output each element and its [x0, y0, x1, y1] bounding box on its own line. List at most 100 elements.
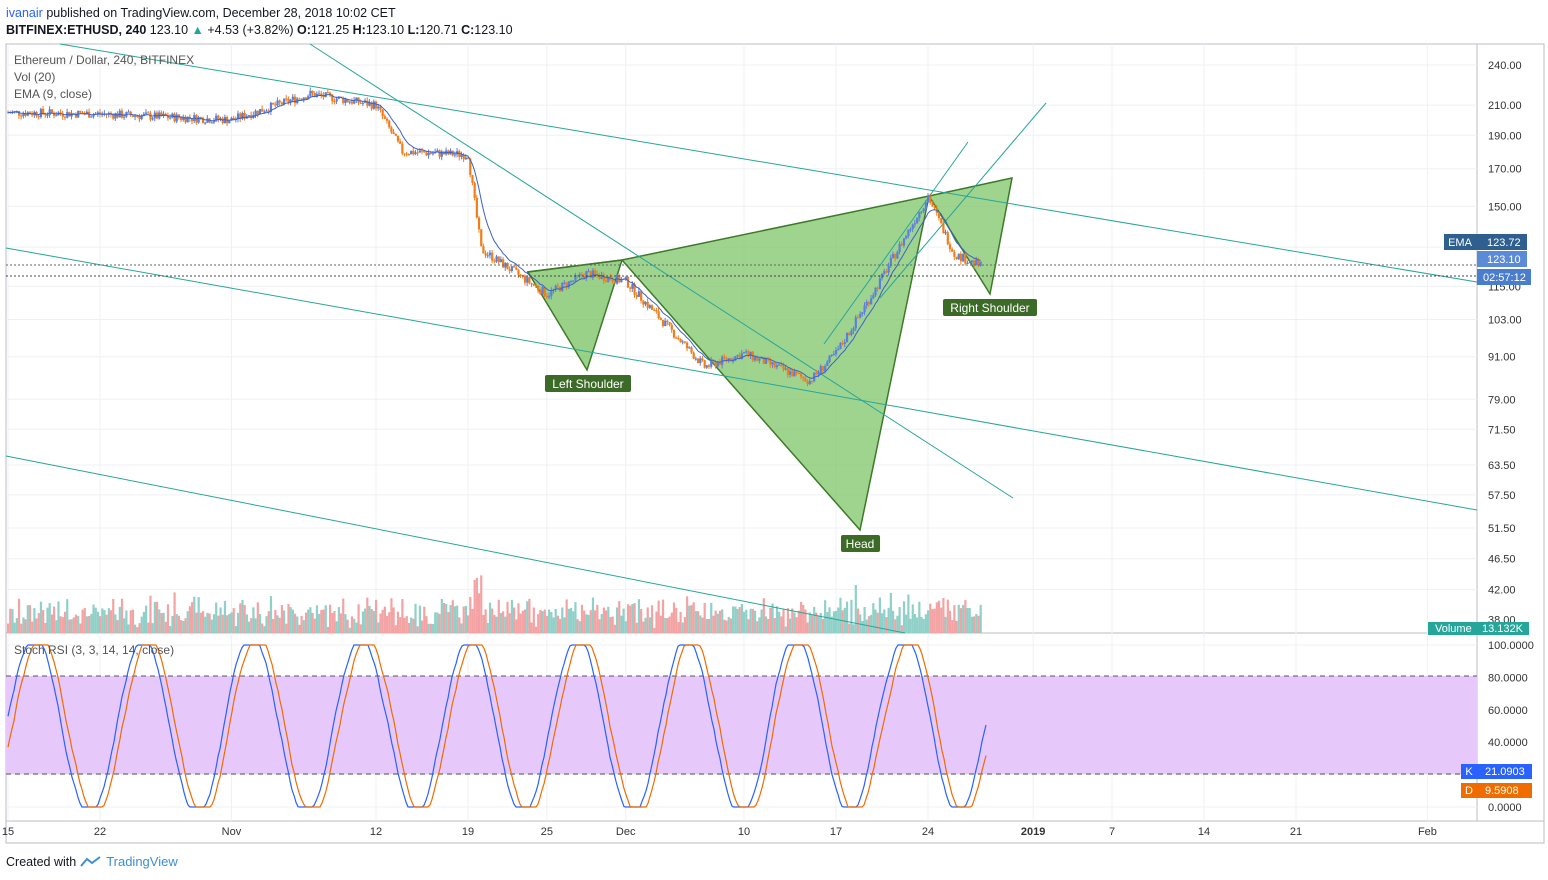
volume-bar	[272, 618, 275, 633]
rising-line-1	[823, 141, 969, 345]
volume-bar	[701, 617, 704, 633]
head-shape[interactable]	[526, 195, 930, 532]
candle-body	[410, 150, 413, 155]
candle-body	[42, 108, 45, 114]
main-legend[interactable]: Ethereum / Dollar, 240, BITFINEX	[14, 53, 195, 67]
volume-bar	[764, 616, 768, 633]
candle-body	[670, 324, 673, 330]
candle-body	[114, 113, 117, 119]
price-tick-label: 71.50	[1488, 424, 1516, 436]
high-label: H:	[352, 23, 366, 37]
volume-bar	[252, 607, 255, 633]
volume-bar	[245, 614, 248, 633]
candle-body	[694, 358, 698, 360]
stoch-band	[6, 676, 1477, 774]
candle-body	[239, 113, 242, 119]
volume-bar	[208, 613, 211, 633]
candle-body	[289, 99, 292, 103]
volume-bar	[863, 607, 866, 633]
close-label: C:	[461, 23, 475, 37]
candle-body	[729, 358, 733, 361]
volume-bar	[964, 600, 967, 633]
volume-bar	[889, 592, 892, 633]
candle-body	[740, 353, 744, 359]
volume-bar	[388, 612, 391, 633]
volume-bar	[37, 613, 40, 633]
candle-body	[74, 113, 78, 118]
candle-body	[631, 283, 634, 289]
volume-bar	[821, 618, 825, 633]
volume-bar	[771, 603, 774, 633]
candle-body	[182, 116, 185, 120]
candle-body	[482, 246, 485, 254]
price-tick-label: 57.50	[1488, 490, 1516, 502]
candle-body	[600, 274, 603, 279]
volume-bar	[114, 614, 117, 633]
candle-body	[578, 274, 581, 276]
ema-badge-value: 123.72	[1487, 237, 1521, 249]
candle-body	[138, 116, 141, 120]
ema-legend[interactable]: EMA (9, close)	[14, 87, 93, 101]
candle-body	[55, 115, 58, 117]
candle-body	[81, 112, 84, 114]
candle-body	[734, 356, 737, 361]
candle-body	[361, 102, 365, 104]
author-link[interactable]: ivanair	[6, 6, 43, 20]
candle-body	[372, 101, 376, 109]
volume-bar	[116, 620, 119, 633]
time-axis[interactable]	[5, 820, 1545, 844]
symbol[interactable]: BITFINEX:ETHUSD, 240	[6, 23, 147, 37]
candle-body	[46, 115, 49, 117]
candle-body	[127, 111, 130, 113]
candle-body	[567, 281, 570, 288]
volume-bar	[212, 614, 216, 633]
candle-body	[576, 275, 579, 277]
volume-bar	[90, 613, 93, 633]
candle-body	[966, 262, 969, 264]
candle-body	[594, 270, 597, 274]
stoch-legend[interactable]: Stoch RSI (3, 3, 14, 14, close)	[14, 643, 175, 657]
candle-body	[272, 102, 275, 105]
candle-body	[142, 113, 146, 116]
candle-body	[92, 114, 95, 117]
time-tick-label: 15	[2, 826, 14, 838]
volume-bar	[147, 622, 150, 633]
left-shoulder-label[interactable]: Left Shoulder	[552, 377, 623, 391]
volume-bar	[845, 601, 849, 633]
volume-bar	[131, 609, 135, 633]
volume-bar	[31, 621, 34, 633]
volume-bar	[843, 607, 846, 633]
time-tick-label: Nov	[222, 826, 242, 838]
tradingview-brand[interactable]: TradingView	[106, 854, 178, 869]
volume-bar	[125, 610, 128, 633]
volume-bar	[850, 599, 853, 633]
candle-body	[791, 371, 794, 377]
volume-bar	[797, 610, 800, 633]
volume-bar	[589, 610, 592, 633]
volume-bar	[381, 609, 384, 633]
candle-body	[199, 117, 202, 119]
candle-body	[653, 309, 656, 311]
volume-bar	[410, 617, 413, 633]
candle-body	[587, 271, 590, 273]
head-label[interactable]: Head	[846, 537, 875, 551]
candle-body	[683, 341, 687, 343]
volume-bar	[50, 614, 54, 633]
candle-body	[727, 358, 730, 361]
volume-bar	[852, 624, 855, 633]
open-label: O:	[297, 23, 311, 37]
volume-bar	[94, 607, 97, 633]
right-shoulder-label[interactable]: Right Shoulder	[950, 301, 1029, 315]
candle-body	[467, 157, 470, 159]
time-tick-label: 21	[1290, 826, 1302, 838]
candle-body	[843, 342, 846, 344]
volume-bar	[254, 618, 257, 633]
candle-body	[795, 371, 798, 374]
price-axis[interactable]	[1476, 43, 1545, 822]
candle-body	[815, 372, 818, 375]
vol-legend[interactable]: Vol (20)	[14, 70, 56, 84]
volume-bar	[970, 616, 974, 633]
candle-body	[902, 238, 906, 246]
stoch-d-line	[7, 644, 987, 808]
